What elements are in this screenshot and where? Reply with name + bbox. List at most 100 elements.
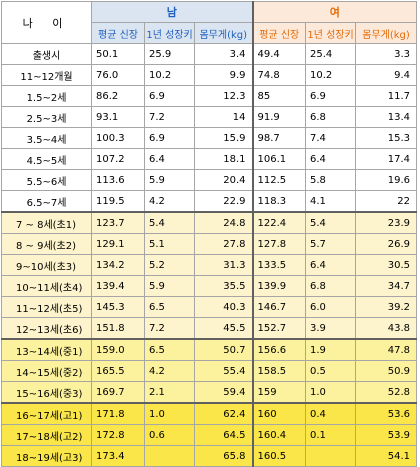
female-growth-header: 1년 성장키 <box>305 22 356 44</box>
male-weight-cell: 59.4 <box>194 381 254 404</box>
table-row: 6.5~7세 119.5 4.2 22.9 118.3 4.1 22 <box>1 190 417 213</box>
age-cell: 9~10세(초3) <box>1 254 92 276</box>
female-height-cell: 49.4 <box>252 43 306 65</box>
male-header: 남 <box>91 1 254 23</box>
female-height-cell: 158.5 <box>252 360 306 382</box>
male-height-cell: 172.8 <box>91 424 145 446</box>
age-cell: 2.5~3세 <box>1 106 92 128</box>
male-weight-cell: 12.3 <box>194 85 254 107</box>
male-weight-cell: 24.8 <box>194 211 254 234</box>
table-row: 16~17세(고1) 171.8 1.0 62.4 160 0.4 53.6 <box>1 402 417 425</box>
female-weight-cell: 3.3 <box>355 43 417 65</box>
male-weight-header: 몸무게(kg) <box>194 22 254 44</box>
female-weight-cell: 13.4 <box>355 106 417 128</box>
male-weight-cell: 55.4 <box>194 360 254 382</box>
female-height-cell: 112.5 <box>252 169 306 191</box>
female-growth-cell: 5.8 <box>305 169 356 191</box>
male-height-cell: 86.2 <box>91 85 145 107</box>
female-weight-cell: 54.1 <box>355 445 417 467</box>
female-growth-cell: 6.4 <box>305 148 356 170</box>
female-growth-cell: 5.4 <box>305 211 356 234</box>
female-height-cell: 152.7 <box>252 317 306 340</box>
table-row: 17~18세(고2) 172.8 0.6 64.5 160.4 0.1 53.9 <box>1 424 417 446</box>
age-cell: 7 ~ 8세(초1) <box>1 211 92 234</box>
female-growth-cell: 1.9 <box>305 338 356 361</box>
female-growth-cell: 6.9 <box>305 85 356 107</box>
table-row: 4.5~5세 107.2 6.4 18.1 106.1 6.4 17.4 <box>1 148 417 170</box>
female-weight-cell: 30.5 <box>355 254 417 276</box>
table-row: 3.5~4세 100.3 6.9 15.9 98.7 7.4 15.3 <box>1 127 417 149</box>
male-growth-cell: 25.9 <box>144 43 195 65</box>
male-height-cell: 129.1 <box>91 233 145 255</box>
female-growth-cell: 0.1 <box>305 424 356 446</box>
male-growth-cell: 6.9 <box>144 127 195 149</box>
table-row: 13~14세(중1) 159.0 6.5 50.7 156.6 1.9 47.8 <box>1 338 417 361</box>
male-growth-cell: 7.2 <box>144 317 195 340</box>
female-height-cell: 127.8 <box>252 233 306 255</box>
age-cell: 1.5~2세 <box>1 85 92 107</box>
male-weight-cell: 45.5 <box>194 317 254 340</box>
age-cell: 16~17세(고1) <box>1 402 92 425</box>
male-height-header: 평균 신장 <box>91 22 145 44</box>
male-weight-cell: 35.5 <box>194 275 254 297</box>
female-height-cell: 118.3 <box>252 190 306 213</box>
female-growth-cell: 5.7 <box>305 233 356 255</box>
male-weight-cell: 31.3 <box>194 254 254 276</box>
female-weight-cell: 22 <box>355 190 417 213</box>
male-growth-cell: 5.1 <box>144 233 195 255</box>
female-height-cell: 74.8 <box>252 64 306 86</box>
female-growth-cell: 3.9 <box>305 317 356 340</box>
male-growth-cell: 0.6 <box>144 424 195 446</box>
age-cell: 18~19세(고3) <box>1 445 92 467</box>
age-cell: 15~16세(중3) <box>1 381 92 404</box>
female-growth-cell <box>305 445 356 467</box>
table-row: 8 ~ 9세(초2) 129.1 5.1 27.8 127.8 5.7 26.9 <box>1 233 417 255</box>
male-height-cell: 119.5 <box>91 190 145 213</box>
female-weight-cell: 26.9 <box>355 233 417 255</box>
age-cell: 10~11세(초4) <box>1 275 92 297</box>
male-weight-cell: 18.1 <box>194 148 254 170</box>
female-growth-cell: 6.0 <box>305 296 356 318</box>
male-height-cell: 76.0 <box>91 64 145 86</box>
female-height-cell: 139.9 <box>252 275 306 297</box>
female-weight-header: 몸무게(kg) <box>355 22 417 44</box>
table-row: 10~11세(초4) 139.4 5.9 35.5 139.9 6.8 34.7 <box>1 275 417 297</box>
male-height-cell: 139.4 <box>91 275 145 297</box>
table-row: 11~12세(초5) 145.3 6.5 40.3 146.7 6.0 39.2 <box>1 296 417 318</box>
male-growth-cell: 5.4 <box>144 211 195 234</box>
table-row: 2.5~3세 93.1 7.2 14 91.9 6.8 13.4 <box>1 106 417 128</box>
female-weight-cell: 17.4 <box>355 148 417 170</box>
age-cell: 4.5~5세 <box>1 148 92 170</box>
female-growth-cell: 6.4 <box>305 254 356 276</box>
female-weight-cell: 43.8 <box>355 317 417 340</box>
female-weight-cell: 53.9 <box>355 424 417 446</box>
female-growth-cell: 0.4 <box>305 402 356 425</box>
male-height-cell: 169.7 <box>91 381 145 404</box>
female-height-cell: 160.5 <box>252 445 306 467</box>
age-cell: 6.5~7세 <box>1 190 92 213</box>
male-height-cell: 171.8 <box>91 402 145 425</box>
age-cell: 13~14세(중1) <box>1 338 92 361</box>
female-height-cell: 160 <box>252 402 306 425</box>
female-weight-cell: 9.4 <box>355 64 417 86</box>
female-growth-cell: 7.4 <box>305 127 356 149</box>
female-growth-cell: 10.2 <box>305 64 356 86</box>
male-height-cell: 50.1 <box>91 43 145 65</box>
male-height-cell: 151.8 <box>91 317 145 340</box>
table-row: 14~15세(중2) 165.5 4.2 55.4 158.5 0.5 50.9 <box>1 360 417 382</box>
female-weight-cell: 53.6 <box>355 402 417 425</box>
female-weight-cell: 23.9 <box>355 211 417 234</box>
male-weight-cell: 14 <box>194 106 254 128</box>
age-cell: 출생시 <box>1 43 92 65</box>
male-weight-cell: 65.8 <box>194 445 254 467</box>
age-cell: 17~18세(고2) <box>1 424 92 446</box>
female-height-header: 평균 신장 <box>252 22 306 44</box>
male-growth-cell: 4.2 <box>144 190 195 213</box>
male-growth-cell: 6.9 <box>144 85 195 107</box>
female-growth-cell: 25.4 <box>305 43 356 65</box>
female-weight-cell: 11.7 <box>355 85 417 107</box>
age-column-header: 나 이 <box>1 1 92 44</box>
male-weight-cell: 15.9 <box>194 127 254 149</box>
female-growth-cell: 4.1 <box>305 190 356 213</box>
age-cell: 8 ~ 9세(초2) <box>1 233 92 255</box>
